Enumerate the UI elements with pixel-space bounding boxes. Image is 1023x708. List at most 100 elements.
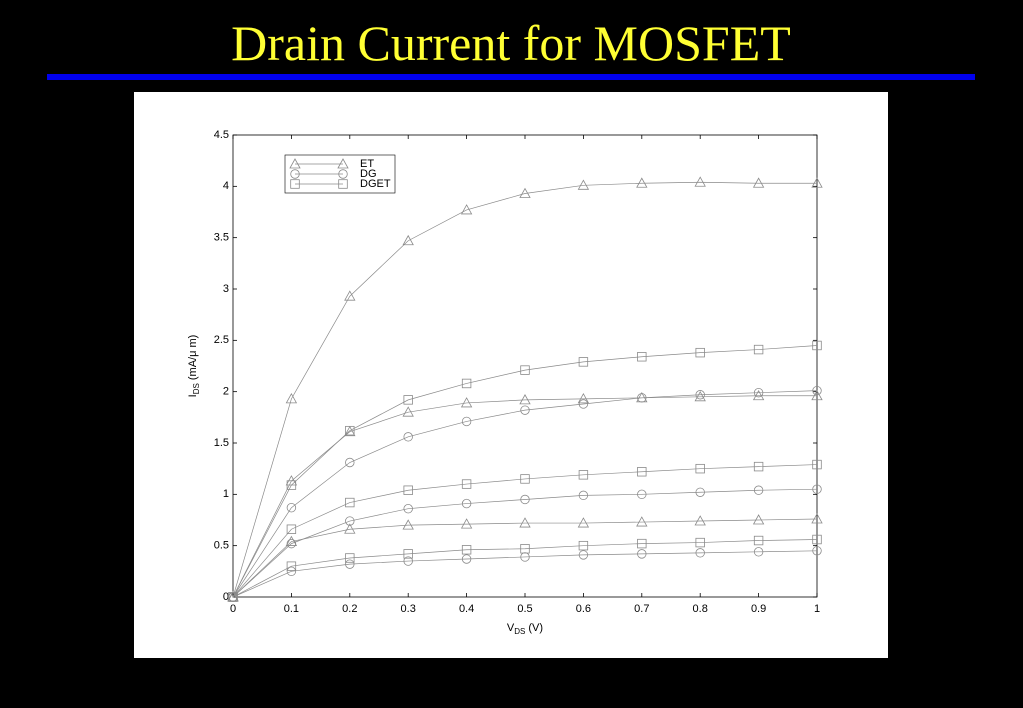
marker-triangle [344,523,356,534]
x-tick-label: 1 [814,603,820,615]
marker-triangle [289,158,301,169]
x-label-unit: (V) [528,622,543,634]
marker-triangle [519,517,531,528]
marker-triangle [460,518,473,529]
marker-circle [695,487,705,497]
y-tick-label: 0 [223,591,229,603]
marker-triangle [636,516,648,527]
y-label-sub: DS [192,383,201,394]
marker-square [461,479,472,489]
marker-square [695,347,705,358]
marker-square [695,537,705,548]
marker-circle [753,547,764,557]
marker-triangle [402,234,414,246]
marker-triangle [752,389,765,401]
series-line [232,395,817,598]
marker-circle [812,546,822,556]
marker-circle [637,393,647,403]
marker-triangle [285,535,298,546]
y-tick-label: 1 [223,488,229,500]
marker-circle [403,504,413,514]
marker-circle [345,559,355,569]
marker-triangle [344,290,356,301]
marker-square [753,461,764,472]
x-tick-label: 0.1 [284,603,299,615]
y-axis-label: IDS (mA/μ m) [187,335,201,398]
y-tick-label: 0.5 [214,540,229,552]
marker-triangle [811,389,823,401]
series-line [232,464,818,598]
marker-square [637,538,647,549]
marker-square [286,524,297,534]
marker-circle [637,549,647,559]
marker-square [286,561,297,571]
legend-label: DG [360,168,377,180]
series-line [232,550,818,598]
marker-circle [695,548,705,558]
marker-square [403,485,413,495]
x-tick-label: 0.9 [751,603,766,615]
marker-circle [637,489,647,500]
marker-square [520,474,530,484]
marker-square [695,463,705,474]
y-tick-label: 3 [223,283,229,295]
marker-square [812,340,822,351]
x-tick-label: 0.2 [342,603,357,615]
y-tick-label: 2.5 [214,334,229,346]
marker-circle [578,490,589,501]
x-tick-label: 0.6 [576,603,591,615]
marker-triangle [577,517,590,528]
marker-triangle [694,515,706,526]
marker-triangle [337,158,349,169]
marker-circle [286,502,297,513]
marker-square [461,378,472,389]
marker-square [637,352,647,362]
marker-circle [753,485,764,495]
marker-triangle [752,177,765,188]
marker-circle [578,550,589,560]
marker-circle [753,387,764,398]
marker-triangle [402,519,414,530]
marker-square [578,470,589,480]
x-tick-label: 0.3 [401,603,416,615]
marker-triangle [519,394,531,405]
marker-triangle [519,187,531,198]
y-tick-label: 3.5 [214,232,229,244]
y-tick-label: 4.5 [214,129,229,141]
x-tick-label: 0.4 [459,603,474,615]
x-tick-label: 0.8 [693,603,708,615]
marker-triangle [460,204,473,215]
x-tick-label: 0.7 [634,603,649,615]
marker-square [520,544,530,554]
marker-circle [520,405,530,415]
marker-square [338,179,348,189]
title-rule [47,74,975,80]
x-tick-label: 0 [230,603,236,615]
marker-square [637,467,647,477]
plot-panel [134,92,888,658]
marker-triangle [636,177,648,188]
y-label-unit: (mA/μ m) [187,335,199,380]
marker-circle [403,556,413,566]
marker-square [812,534,822,545]
marker-square [345,425,355,436]
series-line [232,390,818,598]
marker-circle [695,390,705,400]
series-line [232,539,818,598]
series-line [232,181,817,598]
legend-label: ET [360,158,374,170]
x-label-main: V [507,622,515,634]
marker-circle [812,385,822,396]
marker-square [403,395,413,405]
series-line [232,488,818,598]
marker-triangle [285,393,298,404]
marker-square [345,497,355,508]
marker-triangle [402,406,414,417]
marker-circle [286,538,297,549]
series-line [232,518,818,598]
marker-square [228,592,238,602]
slide-title: Drain Current for MOSFET [231,15,791,71]
marker-triangle [460,397,473,408]
